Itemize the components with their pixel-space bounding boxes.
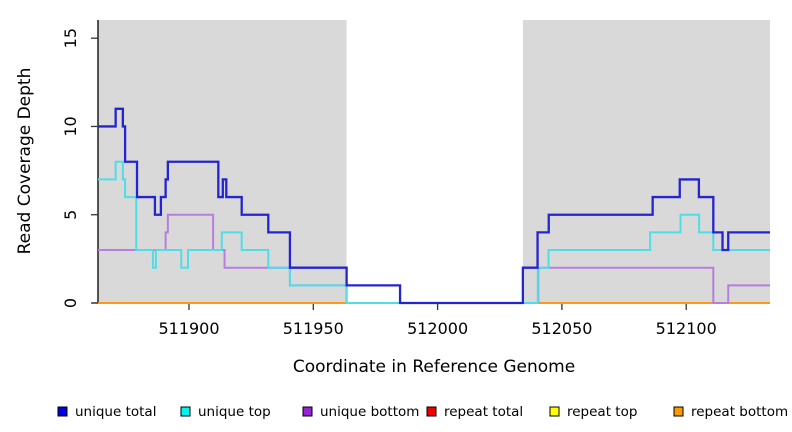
legend-item-repeat-total: repeat total	[426, 404, 523, 420]
legend-swatch-repeat-bottom	[673, 406, 684, 417]
series-lines	[98, 107, 770, 305]
y-tick-label-5: 5	[61, 210, 80, 220]
y-tick-label-0: 0	[61, 298, 80, 308]
legend: unique total unique top unique bottom repea…	[57, 404, 788, 420]
series-line-unique-total	[98, 107, 770, 305]
legend-label-unique-top: unique top	[198, 404, 271, 420]
legend-label-repeat-top: repeat top	[567, 404, 637, 420]
y-tick-label-15: 15	[61, 28, 80, 48]
plot-region-shaded-left	[98, 20, 347, 303]
x-tick-label-511950: 511950	[283, 319, 344, 338]
x-tick-label-512050: 512050	[531, 319, 592, 338]
legend-label-repeat-bottom: repeat bottom	[691, 404, 788, 420]
x-tick-label-511900: 511900	[158, 319, 219, 338]
legend-item-unique-total: unique total	[57, 404, 156, 420]
legend-swatch-repeat-total	[426, 406, 437, 417]
legend-item-repeat-top: repeat top	[549, 404, 637, 420]
legend-swatch-unique-top	[180, 406, 191, 417]
plot-region-unshaded-center	[346, 20, 523, 303]
legend-item-repeat-bottom: repeat bottom	[673, 404, 788, 420]
legend-swatch-unique-total	[57, 406, 68, 417]
legend-label-repeat-total: repeat total	[444, 404, 523, 420]
legend-item-unique-bottom: unique bottom	[302, 404, 419, 420]
y-tick-label-10: 10	[61, 116, 80, 136]
plot-regions	[98, 20, 770, 303]
series-line-unique-top	[98, 160, 770, 304]
x-tick-label-512100: 512100	[656, 319, 717, 338]
y-axis-title: Read Coverage Depth	[15, 68, 35, 255]
legend-label-unique-bottom: unique bottom	[320, 404, 419, 420]
x-tick-label-512000: 512000	[407, 319, 468, 338]
x-axis-title: Coordinate in Reference Genome	[293, 357, 575, 377]
legend-item-unique-top: unique top	[180, 404, 271, 420]
plot-region-shaded-right	[522, 20, 770, 303]
legend-swatch-repeat-top	[549, 406, 560, 417]
legend-swatch-unique-bottom	[302, 406, 313, 417]
legend-label-unique-total: unique total	[75, 404, 156, 420]
